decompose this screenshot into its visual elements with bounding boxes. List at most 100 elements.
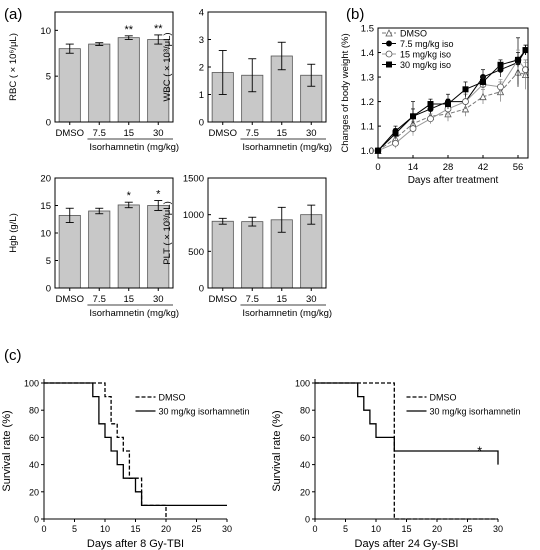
x-axis-title: Days after 24 Gy-SBI: [355, 538, 459, 550]
y-tick-label: 0: [199, 118, 204, 129]
bar: [300, 214, 323, 289]
y-tick-label: 10: [40, 229, 51, 240]
series-line: [377, 71, 526, 152]
x-axis-title: Isorhamnetin (mg/kg): [242, 142, 332, 153]
bar: [211, 220, 234, 289]
y-tick-label: 1.1: [361, 122, 374, 133]
y-tick-label: 1500: [183, 174, 204, 185]
x-tick-label: 10: [100, 524, 110, 534]
x-tick-label: 0: [375, 162, 380, 173]
x-tick-label: 20: [161, 524, 171, 534]
bar-chart-hgb: DMSO 7.5 * 15 * 30 0 5 10 15 20 Hgb (g/L) Isorhamnet…: [8, 174, 179, 320]
y-axis-title: Changes of body weight (%): [340, 33, 351, 152]
x-tick-label: 7.5: [93, 294, 106, 305]
legend-label: 7.5 mg/kg iso: [400, 39, 454, 49]
y-axis-title: Survival rate (%): [1, 410, 13, 491]
panel-label-c: (c): [4, 347, 22, 364]
bar-chart-rbc: DMSO 7.5 ** 15 ** 30 0 5 10 RBC ( × 10⁶/μL) Isorha…: [8, 11, 179, 153]
y-tick-label: 80: [29, 406, 39, 416]
data-point: [427, 115, 434, 123]
x-axis-title: Days after treatment: [408, 175, 499, 186]
x-tick-label: 15: [276, 128, 287, 139]
survival-curve-1: [315, 382, 499, 465]
x-tick-label: 56: [513, 162, 524, 173]
y-tick-label: 1.0: [361, 146, 374, 157]
x-tick-label: 10: [371, 524, 381, 534]
y-tick-label: 3: [199, 35, 204, 46]
bar-chart-plt: DMSO 7.5 15 30 0 500 1000 1500 PLT ( × 10³/μL) Is…: [162, 174, 332, 320]
y-tick-label: 1: [199, 90, 204, 101]
y-tick-label: 4: [199, 8, 204, 19]
y-tick-label: 0: [305, 515, 310, 525]
y-tick-label: 20: [40, 174, 51, 185]
panel-label-b: (b): [346, 6, 364, 23]
y-tick-label: 500: [188, 247, 204, 258]
data-point: [409, 125, 417, 132]
bar: [241, 221, 264, 289]
x-tick-label: 15: [130, 524, 140, 534]
x-tick-label: 7.5: [93, 128, 106, 139]
data-point: [427, 101, 434, 108]
x-axis-title: Isorhamnetin (mg/kg): [89, 142, 179, 153]
x-tick-label: 15: [123, 128, 134, 139]
data-point: [410, 113, 416, 120]
legend-label: 30 mg/kg iso: [400, 60, 451, 70]
x-tick-label: 15: [276, 294, 287, 305]
y-tick-label: 1.2: [361, 97, 374, 108]
series-3: 30 mg/kg iso: [375, 44, 529, 154]
x-tick-label: 30: [222, 524, 232, 534]
data-point: [386, 40, 392, 47]
legend-label: DMSO: [430, 393, 457, 403]
survival-chart-sbi: 0 20 40 60 80 100 0 5 10 15 20 25 30 DMSO 30 mg/kg iso…: [271, 379, 521, 550]
panel-label-a: (a): [4, 6, 22, 23]
y-tick-label: 100: [295, 379, 310, 389]
legend-label: 30 mg/kg isorhamnetin: [430, 407, 521, 417]
x-tick-label: 15: [123, 294, 134, 305]
bar-chart-frame: [207, 177, 327, 289]
y-tick-label: 1.5: [361, 24, 374, 35]
significance-mark: *: [156, 189, 161, 201]
data-point: [497, 61, 504, 68]
x-tick-label: 7.5: [246, 128, 259, 139]
x-tick-label: DMSO: [56, 294, 85, 305]
significance-mark: *: [477, 444, 482, 459]
legend-label: DMSO: [159, 393, 186, 403]
line-chart-frame: [377, 27, 529, 159]
x-tick-label: 5: [343, 524, 348, 534]
bar: [117, 37, 140, 123]
y-tick-label: 0: [199, 284, 204, 295]
y-axis-title: RBC ( × 10⁶/μL): [8, 33, 19, 101]
series-line: [377, 49, 526, 151]
significance-mark: **: [154, 23, 163, 35]
x-tick-label: 0: [41, 524, 46, 534]
significance-mark: *: [127, 190, 132, 202]
series-line: [377, 49, 526, 151]
bar: [117, 204, 140, 289]
x-axis-title: Isorhamnetin (mg/kg): [89, 308, 179, 319]
x-axis-title: Days after 8 Gy-TBI: [87, 538, 184, 550]
x-tick-label: DMSO: [56, 128, 85, 139]
significance-mark: **: [124, 24, 133, 36]
y-tick-label: 60: [29, 433, 39, 443]
survival-chart-tbi: 0 20 40 60 80 100 0 5 10 15 20 25 30 DMSO 30 mg/kg iso…: [1, 379, 250, 550]
series-line: [377, 59, 526, 152]
y-tick-label: 5: [46, 72, 51, 83]
x-tick-label: 15: [401, 524, 411, 534]
x-tick-label: DMSO: [209, 128, 238, 139]
y-tick-label: 10: [40, 26, 51, 37]
y-tick-label: 1.3: [361, 73, 374, 84]
x-tick-label: 7.5: [246, 294, 259, 305]
data-point: [479, 92, 487, 101]
y-axis-title: Survival rate (%): [271, 410, 283, 491]
bar-chart-wbc: DMSO 7.5 15 30 0 1 2 3 4 WBC ( × 10³/μL) Isorhamne…: [162, 8, 332, 154]
y-axis-title: PLT ( × 10³/μL): [162, 201, 173, 264]
x-tick-label: 25: [462, 524, 472, 534]
data-point: [462, 86, 469, 93]
y-tick-label: 1000: [183, 210, 204, 221]
y-tick-label: 40: [29, 460, 39, 470]
y-tick-label: 1.4: [361, 48, 374, 59]
data-point: [480, 78, 486, 85]
